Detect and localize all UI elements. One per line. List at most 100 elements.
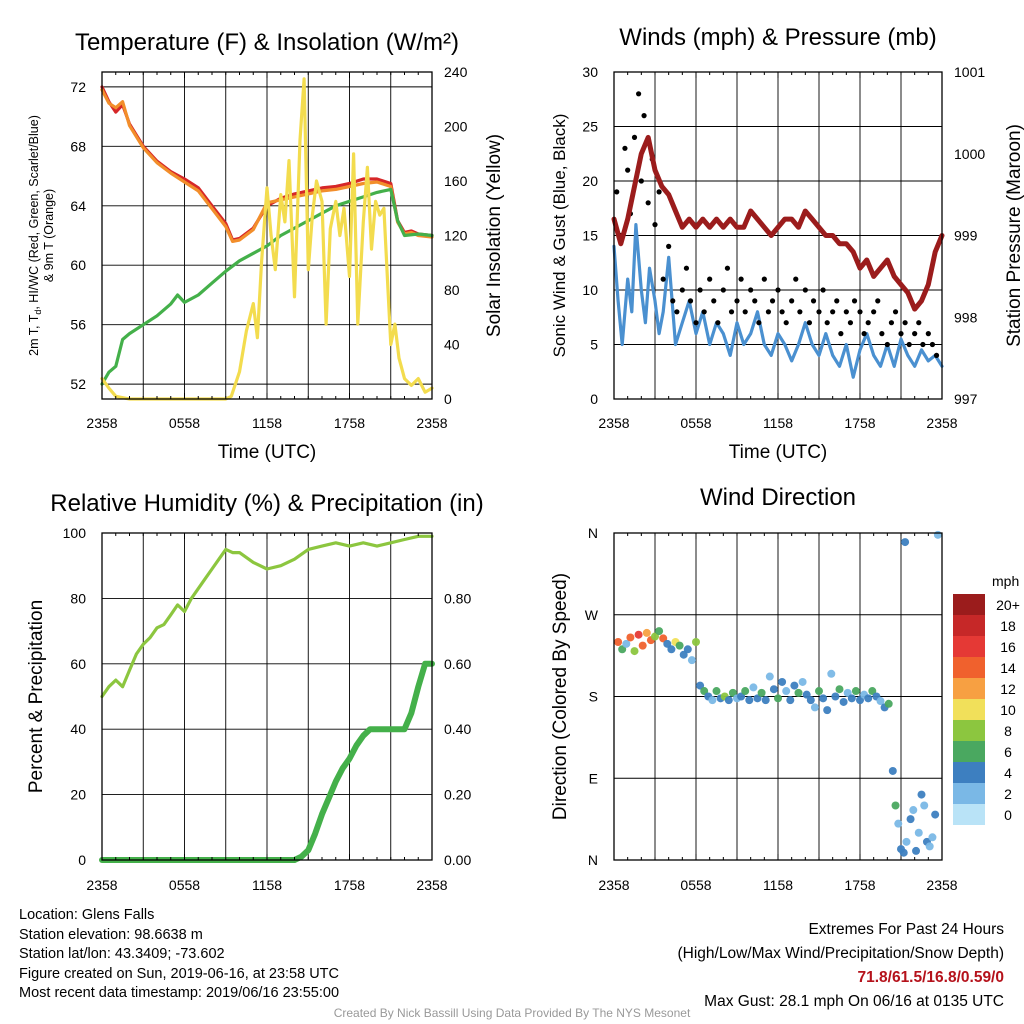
direction-point (761, 696, 770, 705)
direction-point (782, 687, 791, 696)
chart-title: Wind Direction (700, 484, 856, 511)
direction-point (891, 801, 900, 810)
direction-point (925, 842, 934, 851)
gust-point (715, 320, 721, 326)
direction-point (786, 696, 795, 705)
x-axis-label: Time (UTC) (729, 442, 828, 463)
panel-3 (613, 530, 985, 861)
gust-point (892, 309, 899, 315)
gust-point (830, 309, 836, 315)
direction-point (906, 815, 915, 824)
x-tick-label: 2358 (926, 877, 957, 893)
direction-point (917, 790, 926, 799)
direction-point (655, 627, 664, 636)
chart-title: Relative Humidity (%) & Precipitation (i… (50, 490, 483, 517)
y-axis-label: 2m T, Td, HI/WC (Red, Green, Scarlet/Blu… (27, 115, 56, 356)
gust-point (656, 189, 662, 195)
panel-2 (99, 532, 435, 863)
gust-point (775, 287, 781, 293)
colorbar-swatch (953, 720, 985, 741)
direction-point (696, 681, 705, 690)
direction-point (687, 656, 696, 665)
colorbar-label: 10 (1000, 702, 1016, 718)
gust-point (916, 320, 922, 326)
info-timestamp: Most recent data timestamp: 2019/06/16 2… (19, 985, 340, 1001)
panel-1 (611, 71, 945, 400)
y2-tick-label: 0.00 (444, 852, 471, 868)
y-tick-label: S (589, 689, 598, 705)
gust-point (779, 309, 785, 315)
direction-point (622, 639, 631, 648)
direction-point (700, 687, 709, 696)
colorbar-swatch (953, 804, 985, 825)
gust-point (925, 331, 931, 337)
direction-point (884, 699, 893, 708)
gust-point (843, 309, 849, 315)
x-tick-label: 1758 (844, 877, 875, 893)
gust-point (756, 320, 762, 326)
gust-point (871, 309, 877, 315)
direction-point (667, 645, 676, 654)
y-tick-label: 30 (582, 64, 598, 80)
x-tick-label: 2358 (926, 415, 957, 431)
y-tick-label: 60 (70, 656, 86, 672)
direction-point (651, 632, 659, 641)
panel-0 (100, 71, 434, 401)
extremes-subtitle: (High/Low/Max Wind/Precipitation/Snow De… (677, 945, 1005, 962)
y2-tick-label: 0.20 (444, 787, 471, 803)
y2-tick-label: 1000 (954, 146, 985, 162)
y-axis-label: Sonic Wind & Gust (Blue, Black) (550, 114, 569, 358)
gust-point (902, 320, 908, 326)
y-tick-label: 5 (590, 337, 598, 353)
gust-point (806, 320, 813, 326)
direction-point (708, 696, 717, 705)
y-tick-label: 64 (70, 198, 86, 214)
direction-point (774, 694, 782, 703)
y-tick-label: 10 (582, 282, 598, 298)
info-created: Figure created on Sun, 2019-06-16, at 23… (19, 965, 339, 982)
x-tick-label: 2358 (598, 415, 629, 431)
colorbar-swatch (953, 762, 985, 783)
x-tick-label: 1758 (844, 415, 875, 431)
direction-point (790, 681, 799, 690)
direction-point (933, 530, 942, 539)
direction-point (823, 706, 832, 715)
direction-point (618, 645, 627, 654)
x-tick-label: 1158 (763, 877, 793, 893)
colorbar-swatch (953, 615, 985, 636)
direction-point (745, 696, 754, 705)
gust-point (834, 298, 840, 304)
direction-point (724, 696, 733, 705)
direction-point (642, 628, 651, 637)
credit-line: Created By Nick Bassill Using Data Provi… (333, 1006, 691, 1020)
colorbar-label: 2 (1004, 786, 1012, 802)
y-axis-label-part: & 9m T (Orange) (42, 189, 56, 282)
direction-point (692, 638, 700, 646)
y2-tick-label: 998 (954, 309, 978, 325)
gust-point (783, 320, 789, 326)
info-location: Location: Glens Falls (19, 907, 155, 923)
direction-point (802, 690, 811, 699)
series-line-0 (612, 223, 944, 379)
gust-point (687, 298, 694, 304)
y2-tick-label: 997 (954, 391, 978, 407)
y-axis-label-part: , HI/WC (Red, Green, Scarlet/Blue) (27, 115, 41, 310)
y-tick-label: 52 (70, 376, 86, 392)
direction-point (757, 688, 766, 697)
colorbar-swatch (953, 783, 985, 804)
direction-point (634, 630, 643, 639)
gust-point (742, 309, 748, 315)
direction-point (626, 633, 635, 642)
max-gust: Max Gust: 28.1 mph On 06/16 at 0135 UTC (704, 993, 1004, 1010)
gust-point (920, 341, 926, 348)
colorbar-label: 4 (1004, 765, 1012, 781)
direction-point (663, 639, 672, 648)
direction-point (614, 638, 623, 646)
direction-point (794, 688, 803, 697)
colorbar-label: 20+ (996, 597, 1020, 613)
gust-point (933, 352, 940, 358)
gust-point (838, 331, 844, 337)
gust-point (734, 298, 740, 304)
gust-point (884, 341, 890, 348)
y-tick-label: 56 (70, 317, 86, 333)
